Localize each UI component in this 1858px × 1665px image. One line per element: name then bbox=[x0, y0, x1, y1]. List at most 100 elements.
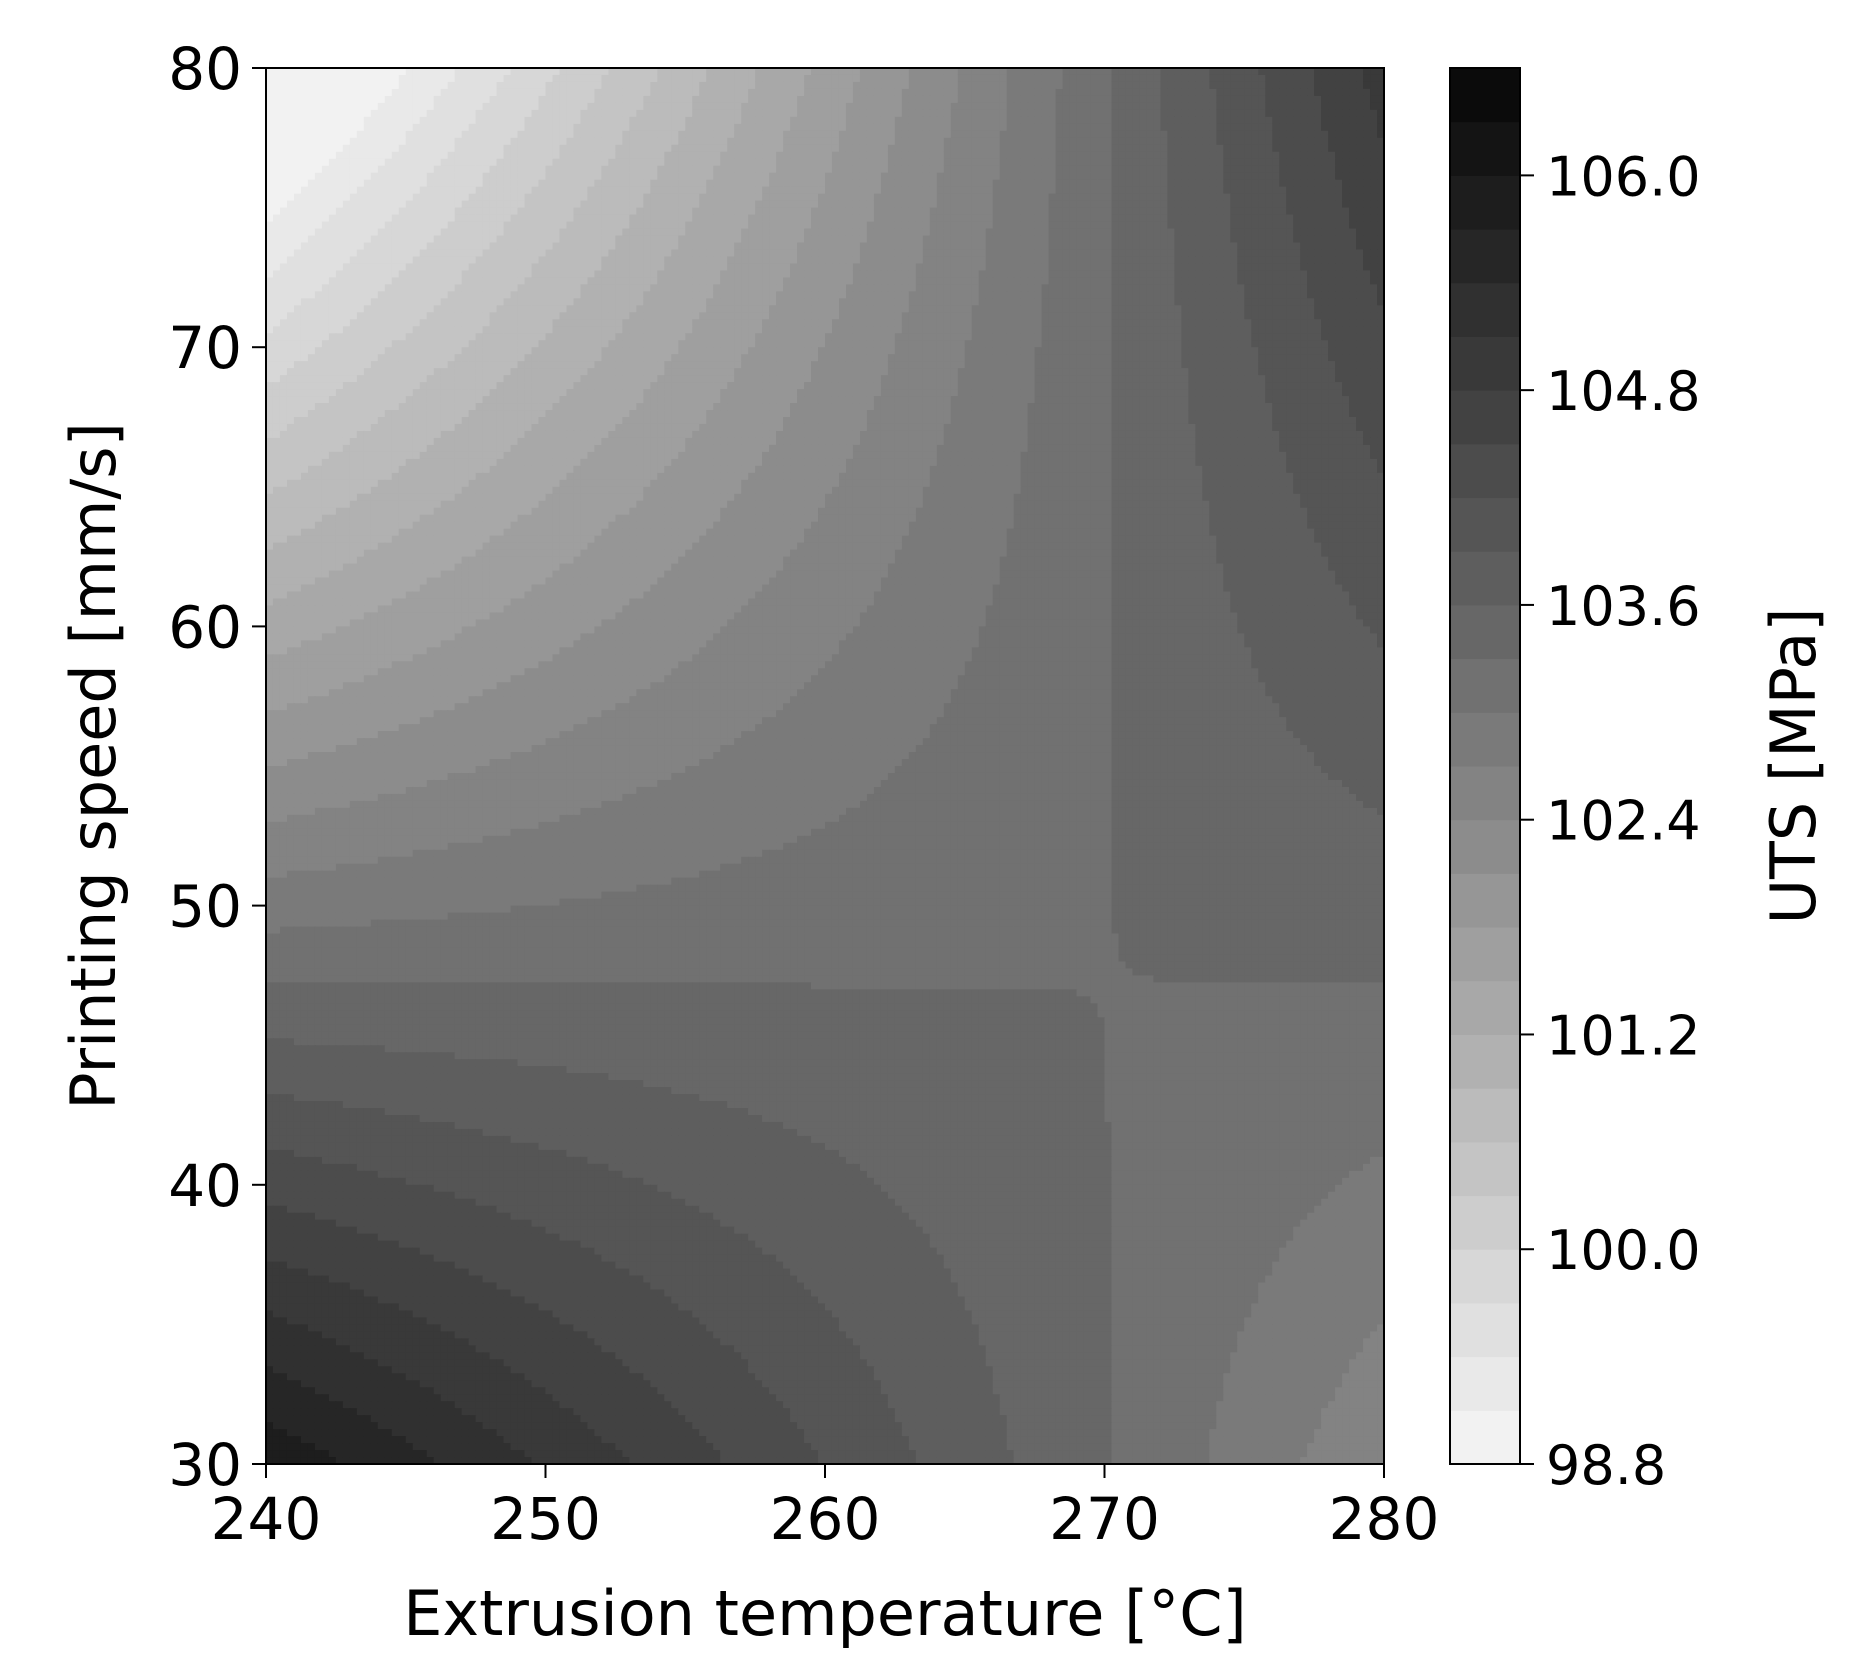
contour-cell bbox=[922, 88, 931, 97]
contour-cell bbox=[713, 144, 721, 153]
contour-cell bbox=[922, 221, 931, 230]
contour-cell bbox=[293, 172, 302, 181]
contour-cell bbox=[1335, 228, 1343, 237]
contour-cell bbox=[699, 95, 707, 104]
contour-cell bbox=[1286, 165, 1294, 174]
contour-cell bbox=[971, 109, 980, 118]
contour-cell bbox=[1244, 116, 1252, 125]
contour-cell bbox=[1251, 158, 1259, 167]
contour-cell bbox=[321, 193, 330, 202]
contour-cell bbox=[293, 68, 302, 76]
contour-cell bbox=[1188, 179, 1196, 188]
contour-cell bbox=[510, 88, 519, 97]
contour-cell bbox=[713, 249, 721, 258]
contour-cell bbox=[1328, 88, 1336, 97]
contour-cell bbox=[1174, 116, 1182, 125]
contour-cell bbox=[1125, 123, 1134, 132]
contour-cell bbox=[825, 88, 833, 97]
contour-cell bbox=[1356, 214, 1364, 223]
contour-cell bbox=[1174, 256, 1182, 265]
contour-cell bbox=[734, 193, 742, 202]
contour-cell bbox=[279, 88, 288, 97]
contour-cell bbox=[545, 144, 554, 153]
contour-cell bbox=[999, 249, 1008, 258]
contour-cell bbox=[370, 88, 379, 97]
contour-cell bbox=[866, 109, 875, 118]
contour-cell bbox=[1076, 158, 1085, 167]
contour-cell bbox=[1055, 270, 1064, 278]
contour-cell bbox=[622, 95, 630, 104]
contour-cell bbox=[818, 95, 826, 104]
contour-cell bbox=[1286, 242, 1294, 251]
contour-cell bbox=[580, 123, 589, 132]
contour-cell bbox=[1279, 109, 1287, 118]
contour-cell bbox=[433, 109, 442, 118]
contour-cell bbox=[377, 144, 386, 153]
contour-cell bbox=[748, 158, 756, 167]
contour-cell bbox=[524, 151, 533, 160]
contour-cell bbox=[741, 186, 749, 195]
contour-cell bbox=[328, 284, 337, 292]
contour-cell bbox=[992, 123, 1001, 132]
contour-cell bbox=[1286, 270, 1294, 278]
contour-cell bbox=[300, 249, 309, 258]
contour-cell bbox=[1104, 256, 1113, 265]
contour-cell bbox=[671, 74, 679, 83]
contour-cell bbox=[838, 102, 847, 111]
contour-cell bbox=[349, 137, 358, 146]
contour-cell bbox=[706, 130, 714, 139]
contour-cell bbox=[1139, 249, 1148, 258]
contour-cell bbox=[335, 165, 344, 174]
contour-cell bbox=[1069, 256, 1078, 265]
contour-cell bbox=[1342, 186, 1350, 195]
contour-cell bbox=[971, 165, 980, 174]
contour-cell bbox=[845, 207, 854, 216]
contour-cell bbox=[524, 68, 533, 76]
contour-cell bbox=[475, 179, 484, 188]
contour-cell bbox=[629, 165, 637, 174]
contour-cell bbox=[566, 200, 575, 209]
contour-cell bbox=[1055, 123, 1064, 132]
contour-cell bbox=[538, 95, 547, 104]
contour-cell bbox=[1006, 116, 1015, 125]
contour-cell bbox=[1181, 221, 1189, 230]
contour-cell bbox=[1216, 193, 1224, 202]
contour-cell bbox=[426, 228, 435, 237]
contour-cell bbox=[818, 172, 826, 181]
contour-cell bbox=[496, 81, 505, 90]
contour-cell bbox=[503, 158, 512, 167]
contour-cell bbox=[671, 242, 679, 251]
contour-cell bbox=[1349, 270, 1357, 278]
contour-cell bbox=[985, 179, 994, 188]
contour-cell bbox=[384, 158, 393, 167]
contour-cell bbox=[992, 179, 1001, 188]
contour-cell bbox=[433, 284, 442, 292]
contour-cell bbox=[524, 235, 533, 244]
contour-cell bbox=[901, 74, 910, 83]
contour-cell bbox=[1321, 116, 1329, 125]
contour-cell bbox=[964, 242, 973, 251]
contour-cell bbox=[1223, 116, 1231, 125]
contour-cell bbox=[594, 263, 602, 272]
contour-cell bbox=[510, 214, 519, 223]
contour-cell bbox=[1006, 158, 1015, 167]
contour-cell bbox=[580, 172, 589, 181]
contour-cell bbox=[734, 256, 742, 265]
contour-cell bbox=[950, 179, 959, 188]
contour-cell bbox=[727, 172, 735, 181]
contour-cell bbox=[580, 193, 589, 202]
contour-cell bbox=[552, 102, 561, 111]
contour-cell bbox=[1006, 186, 1015, 195]
contour-cell bbox=[762, 179, 770, 188]
contour-cell bbox=[678, 109, 686, 118]
contour-cell bbox=[524, 88, 533, 97]
contour-cell bbox=[1118, 270, 1127, 278]
contour-cell bbox=[1006, 95, 1015, 104]
contour-cell bbox=[741, 88, 749, 97]
contour-cell bbox=[1027, 88, 1036, 97]
contour-cell bbox=[370, 242, 379, 251]
contour-cell bbox=[398, 186, 407, 195]
contour-cell bbox=[1013, 68, 1022, 76]
contour-cell bbox=[901, 200, 910, 209]
contour-cell bbox=[545, 172, 554, 181]
